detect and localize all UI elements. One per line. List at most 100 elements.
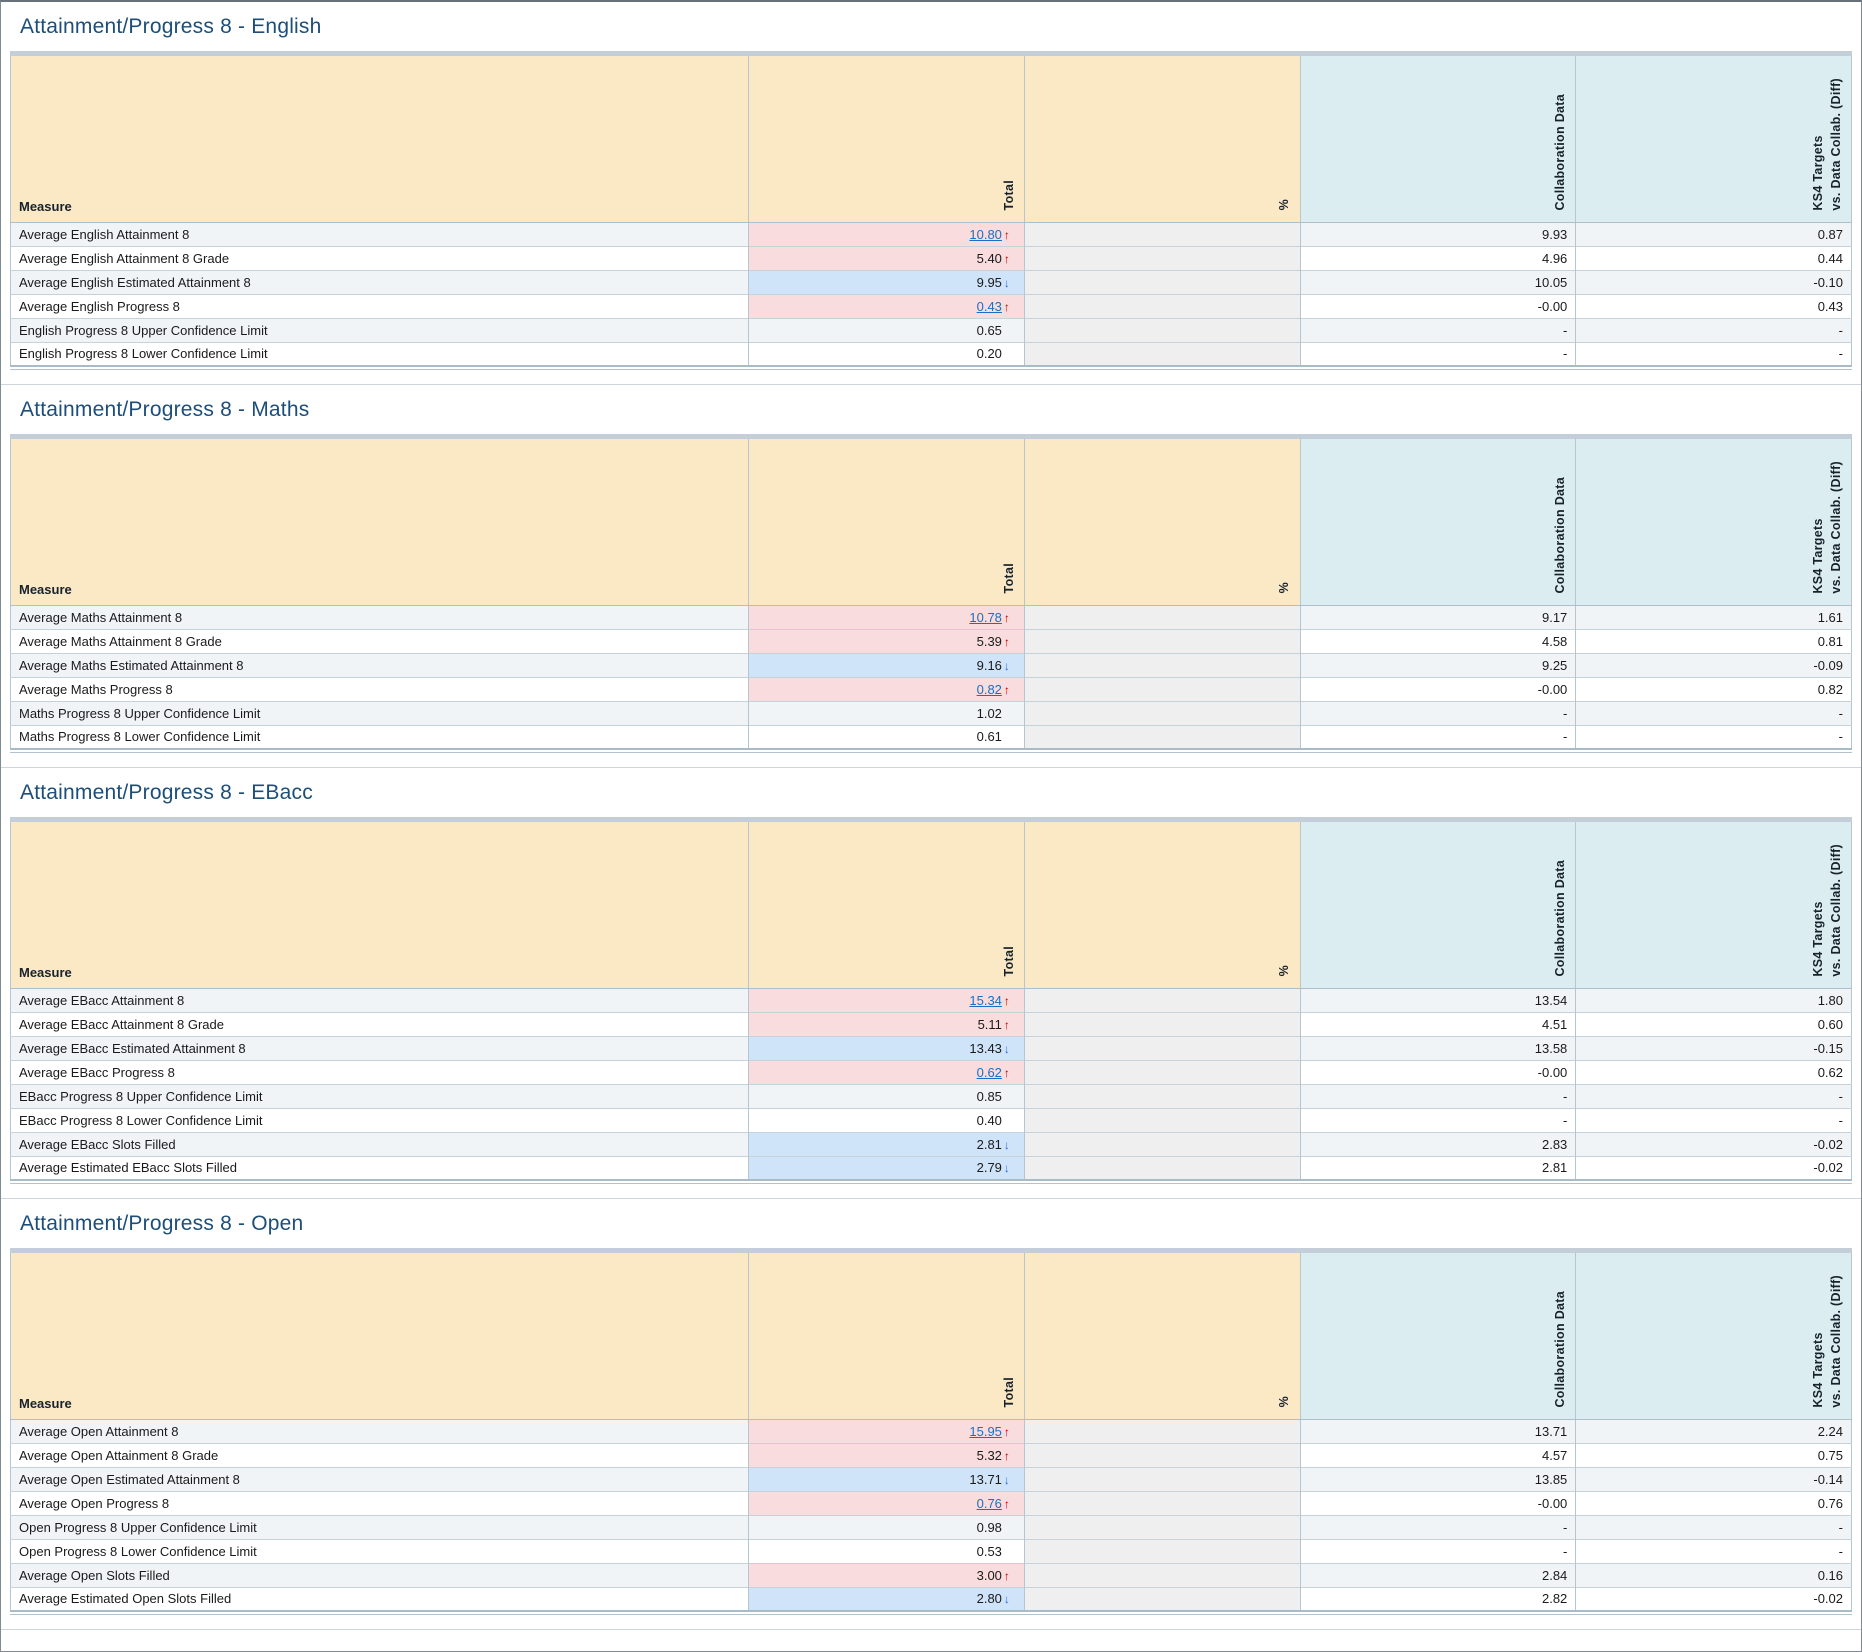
total-value-link[interactable]: 10.80	[969, 226, 1002, 242]
collaboration-data-header-label: Collaboration Data	[1553, 859, 1568, 977]
collaboration-value: -0.00	[1299, 676, 1576, 701]
column-header-total: Total	[748, 822, 1025, 989]
total-value: 5.32	[976, 1447, 1002, 1463]
column-header-ks4-targets-diff: KS4 Targets vs. Data Collab. (Diff)	[1575, 56, 1852, 223]
measure-cell: Average English Progress 8	[10, 293, 749, 318]
ks4-diff-value: -0.02	[1575, 1131, 1852, 1156]
table-row: EBacc Progress 8 Upper Confidence Limit …	[10, 1083, 1852, 1108]
measure-cell: Average English Attainment 8 Grade	[10, 245, 749, 270]
total-value-link[interactable]: 0.43	[976, 298, 1002, 314]
percent-cell	[1023, 1011, 1301, 1036]
table-body: Average EBacc Attainment 8 15.34 ↑ 13.54 …	[10, 987, 1852, 1180]
percent-cell	[1023, 1538, 1301, 1563]
ks4-diff-value: 1.80	[1575, 987, 1852, 1012]
table-row: Average Maths Attainment 8 10.78 ↑ 9.17 1…	[10, 604, 1852, 629]
percent-cell	[1023, 341, 1301, 366]
total-cell: 13.71 ↓	[748, 1466, 1025, 1491]
column-header-total: Total	[748, 439, 1025, 606]
total-value-link[interactable]: 15.34	[969, 992, 1002, 1008]
collaboration-value: 13.71	[1299, 1418, 1576, 1443]
table-row: Maths Progress 8 Upper Confidence Limit …	[10, 700, 1852, 725]
ks4-diff-value: 0.16	[1575, 1562, 1852, 1587]
ks4-diff-value: -0.09	[1575, 652, 1852, 677]
percent-cell	[1023, 652, 1301, 677]
section-title: Attainment/Progress 8 - English	[20, 15, 322, 38]
collaboration-value: 9.17	[1299, 604, 1576, 629]
up-arrow-icon: ↑	[1003, 1065, 1010, 1080]
collaboration-value: -0.00	[1299, 293, 1576, 318]
percent-cell	[1023, 1083, 1301, 1108]
measure-cell: Average Maths Attainment 8	[10, 604, 749, 629]
total-value: 0.53	[976, 1543, 1002, 1559]
measure-header-label: Measure	[19, 581, 72, 597]
total-value: 2.80	[976, 1591, 1002, 1607]
header-row: Measure Total % Collaboration Data KS4 T…	[10, 822, 1852, 989]
ks4-targets-diff-header-label: KS4 Targets vs. Data Collab. (Diff)	[1810, 460, 1843, 594]
up-arrow-icon: ↑	[1003, 251, 1010, 266]
up-arrow-icon: ↑	[1003, 1448, 1010, 1463]
total-value: 2.79	[976, 1160, 1002, 1176]
collaboration-data-header-label: Collaboration Data	[1553, 476, 1568, 594]
column-header-total: Total	[748, 1253, 1025, 1420]
total-cell: 0.40	[748, 1107, 1025, 1132]
percent-cell	[1023, 269, 1301, 294]
total-value-link[interactable]: 10.78	[969, 609, 1002, 625]
collaboration-value: 9.25	[1299, 652, 1576, 677]
ks4-diff-value: -	[1575, 724, 1852, 749]
down-arrow-icon: ↓	[1003, 1137, 1010, 1152]
total-cell: 5.40 ↑	[748, 245, 1025, 270]
up-arrow-icon: ↑	[1003, 610, 1010, 625]
table-row: English Progress 8 Lower Confidence Limi…	[10, 341, 1852, 366]
collaboration-value: 13.85	[1299, 1466, 1576, 1491]
total-cell: 0.85	[748, 1083, 1025, 1108]
percent-cell	[1023, 987, 1301, 1012]
measure-cell: EBacc Progress 8 Lower Confidence Limit	[10, 1107, 749, 1132]
measure-cell: Average EBacc Slots Filled	[10, 1131, 749, 1156]
ks4-diff-value: -	[1575, 1538, 1852, 1563]
total-value-link[interactable]: 0.62	[976, 1064, 1002, 1080]
down-arrow-icon: ↓	[1003, 1041, 1010, 1056]
percent-cell	[1023, 1586, 1301, 1611]
table-row: Average Open Slots Filled 3.00 ↑ 2.84 0.1…	[10, 1562, 1852, 1587]
ks4-diff-value: -0.10	[1575, 269, 1852, 294]
total-cell: 0.20	[748, 341, 1025, 366]
percent-cell	[1023, 1131, 1301, 1156]
percent-cell	[1023, 700, 1301, 725]
ks4-diff-value: 0.44	[1575, 245, 1852, 270]
total-cell: 2.81 ↓	[748, 1131, 1025, 1156]
total-value: 3.00	[976, 1567, 1002, 1583]
ks4-diff-value: 0.81	[1575, 628, 1852, 653]
total-value-link[interactable]: 0.76	[976, 1495, 1002, 1511]
measure-cell: Average Maths Attainment 8 Grade	[10, 628, 749, 653]
up-arrow-icon: ↑	[1003, 682, 1010, 697]
table-row: Open Progress 8 Upper Confidence Limit 0…	[10, 1514, 1852, 1539]
measure-cell: Average Open Attainment 8	[10, 1418, 749, 1443]
table-row: Average EBacc Estimated Attainment 8 13.…	[10, 1035, 1852, 1060]
measure-cell: English Progress 8 Upper Confidence Limi…	[10, 317, 749, 342]
collaboration-value: 13.54	[1299, 987, 1576, 1012]
measure-cell: EBacc Progress 8 Upper Confidence Limit	[10, 1083, 749, 1108]
measure-cell: Average EBacc Attainment 8 Grade	[10, 1011, 749, 1036]
total-cell: 0.61	[748, 724, 1025, 749]
down-arrow-icon: ↓	[1003, 1592, 1010, 1607]
percent-cell	[1023, 221, 1301, 246]
measure-cell: Average Estimated Open Slots Filled	[10, 1586, 749, 1611]
total-value-link[interactable]: 15.95	[969, 1423, 1002, 1439]
measure-cell: Average English Estimated Attainment 8	[10, 269, 749, 294]
total-value-link[interactable]: 0.82	[976, 681, 1002, 697]
up-arrow-icon: ↑	[1003, 1424, 1010, 1439]
percent-cell	[1023, 1466, 1301, 1491]
measure-cell: Average Open Estimated Attainment 8	[10, 1466, 749, 1491]
measure-cell: Average EBacc Attainment 8	[10, 987, 749, 1012]
ks4-diff-value: -	[1575, 1107, 1852, 1132]
percent-cell	[1023, 1562, 1301, 1587]
ks4-diff-value: -0.15	[1575, 1035, 1852, 1060]
total-cell: 10.80 ↑	[748, 221, 1025, 246]
column-header-ks4-targets-diff: KS4 Targets vs. Data Collab. (Diff)	[1575, 822, 1852, 989]
total-cell: 0.53	[748, 1538, 1025, 1563]
total-value: 0.61	[976, 729, 1002, 745]
total-cell: 3.00 ↑	[748, 1562, 1025, 1587]
total-value: 0.65	[976, 322, 1002, 338]
collaboration-value: -	[1299, 724, 1576, 749]
